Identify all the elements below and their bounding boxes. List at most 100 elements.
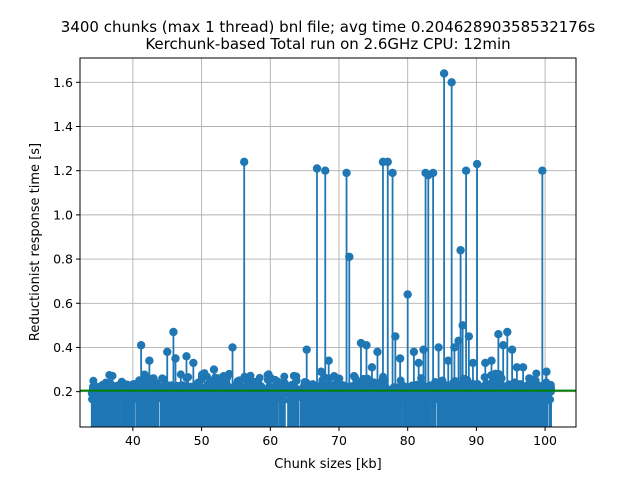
data-point xyxy=(361,381,370,390)
data-point xyxy=(428,168,438,178)
data-point xyxy=(454,336,463,346)
data-point xyxy=(433,382,442,391)
data-point xyxy=(451,377,460,386)
data-point xyxy=(461,166,471,175)
data-point xyxy=(395,354,405,363)
data-point xyxy=(292,376,301,385)
data-point xyxy=(112,394,121,403)
data-point xyxy=(403,290,412,299)
data-point xyxy=(512,363,522,372)
y-axis-ticks: 0.2 0.4 0.6 0.8 1.0 1.2 1.4 1.6 xyxy=(53,75,80,399)
data-point xyxy=(507,345,517,354)
data-point xyxy=(193,378,203,388)
data-point xyxy=(538,166,547,175)
data-point xyxy=(391,384,400,393)
data-point xyxy=(182,352,191,361)
data-point xyxy=(542,367,551,376)
y-tick-label: 1.2 xyxy=(53,163,73,178)
data-point xyxy=(245,383,254,392)
data-point xyxy=(459,374,468,383)
data-point xyxy=(345,252,354,262)
data-point xyxy=(399,382,408,391)
data-point xyxy=(351,394,360,403)
data-point xyxy=(519,396,528,405)
data-point xyxy=(487,356,496,365)
data-point xyxy=(362,341,371,350)
data-point xyxy=(456,246,465,255)
data-point xyxy=(278,389,287,398)
y-axis-label: Reductionist response time [s] xyxy=(28,143,43,341)
data-point xyxy=(198,392,207,401)
data-point xyxy=(349,371,359,381)
chart-subtitle: Kerchunk-based Total run on 2.6GHz CPU: … xyxy=(145,35,510,53)
data-points xyxy=(87,69,556,405)
data-point xyxy=(363,374,372,383)
data-point xyxy=(414,358,423,368)
data-point xyxy=(329,371,339,381)
data-point xyxy=(342,168,351,178)
x-tick-label: 50 xyxy=(194,433,210,448)
data-point xyxy=(307,383,317,392)
data-point xyxy=(200,369,209,378)
y-tick-label: 0.8 xyxy=(53,252,73,267)
data-point xyxy=(204,380,214,390)
data-point xyxy=(388,168,397,178)
data-point xyxy=(239,157,249,167)
x-tick-label: 90 xyxy=(468,433,484,448)
data-point xyxy=(190,395,199,404)
data-point xyxy=(439,69,449,78)
data-point xyxy=(397,391,406,400)
data-point xyxy=(324,356,333,365)
data-point xyxy=(476,383,486,392)
data-point xyxy=(419,345,428,354)
y-tick-label: 0.2 xyxy=(53,384,73,399)
data-point xyxy=(458,321,467,330)
data-point xyxy=(409,347,419,357)
data-point xyxy=(105,371,114,380)
data-point xyxy=(494,329,503,339)
x-tick-label: 60 xyxy=(262,433,278,448)
data-point xyxy=(518,363,528,372)
data-point xyxy=(125,383,135,392)
data-point xyxy=(335,380,344,390)
data-point xyxy=(367,363,377,372)
data-point xyxy=(464,332,474,341)
data-point xyxy=(503,327,512,337)
x-axis-label: Chunk sizes [kb] xyxy=(274,457,382,472)
data-point xyxy=(354,383,363,392)
data-point xyxy=(171,354,180,363)
data-point xyxy=(546,380,555,390)
data-point xyxy=(453,388,462,397)
data-point xyxy=(509,395,518,404)
data-point xyxy=(219,371,228,381)
x-tick-label: 80 xyxy=(400,433,416,448)
data-point xyxy=(158,383,167,392)
y-tick-label: 1.4 xyxy=(53,119,73,134)
data-point xyxy=(391,332,400,341)
data-point xyxy=(485,395,494,404)
data-point xyxy=(182,374,191,383)
data-point xyxy=(158,374,167,383)
data-point xyxy=(270,393,279,402)
data-point xyxy=(149,374,158,383)
data-point xyxy=(338,390,347,399)
data-point xyxy=(491,369,500,378)
y-tick-label: 1.6 xyxy=(53,75,73,90)
data-point xyxy=(447,78,456,87)
y-tick-label: 1.0 xyxy=(53,207,73,222)
data-point xyxy=(296,391,305,400)
data-point xyxy=(140,371,149,380)
data-point xyxy=(246,371,255,380)
data-point xyxy=(537,395,546,404)
data-point xyxy=(438,376,447,385)
data-point xyxy=(480,373,489,382)
data-point xyxy=(118,378,127,388)
plot-frame xyxy=(79,57,577,428)
data-point xyxy=(373,347,382,357)
data-point xyxy=(143,392,152,401)
data-point xyxy=(136,341,146,350)
data-point xyxy=(375,394,384,403)
data-point xyxy=(98,380,107,390)
data-point xyxy=(546,395,555,404)
data-point xyxy=(158,393,167,402)
